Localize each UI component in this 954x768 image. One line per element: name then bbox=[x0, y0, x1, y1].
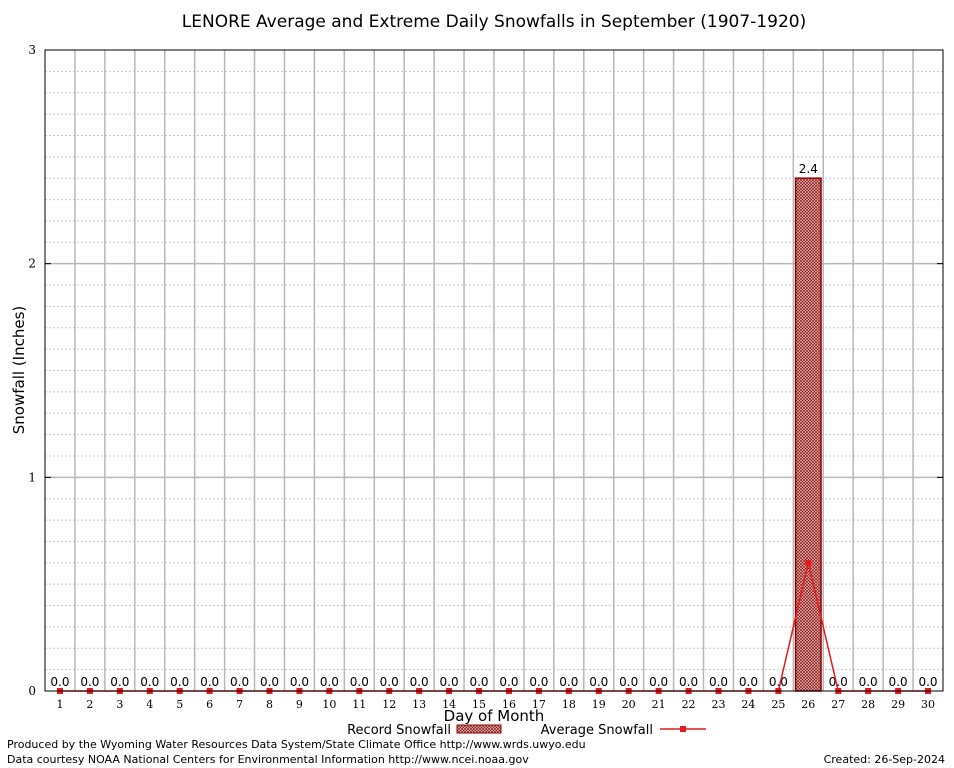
x-tick-label: 8 bbox=[266, 698, 273, 711]
bar-value-label: 0.0 bbox=[859, 675, 878, 689]
grid-lines bbox=[45, 50, 943, 691]
x-tick-label: 6 bbox=[206, 698, 213, 711]
x-tick-label: 23 bbox=[712, 698, 726, 711]
x-tick-label: 16 bbox=[502, 698, 516, 711]
bar-value-label: 0.0 bbox=[469, 675, 488, 689]
bar-value-label: 0.0 bbox=[200, 675, 219, 689]
legend-average-marker bbox=[680, 726, 686, 732]
x-tick-label: 12 bbox=[382, 698, 396, 711]
x-tick-label: 18 bbox=[562, 698, 576, 711]
legend-average-label: Average Snowfall bbox=[541, 723, 653, 738]
created-date: Created: 26-Sep-2024 bbox=[824, 753, 945, 766]
x-tick-label: 21 bbox=[652, 698, 666, 711]
x-tick-label: 7 bbox=[236, 698, 243, 711]
bar-value-label: 0.0 bbox=[769, 675, 788, 689]
bar-value-label: 0.0 bbox=[499, 675, 518, 689]
x-axis-label: Day of Month bbox=[444, 707, 545, 725]
bar-value-label: 0.0 bbox=[290, 675, 309, 689]
bar-value-label: 0.0 bbox=[140, 675, 159, 689]
x-tick-label: 17 bbox=[532, 698, 546, 711]
x-tick-label: 22 bbox=[682, 698, 696, 711]
bar-value-label: 0.0 bbox=[440, 675, 459, 689]
x-tick-label: 20 bbox=[622, 698, 636, 711]
y-tick-label: 1 bbox=[28, 470, 36, 484]
legend-record-swatch bbox=[456, 724, 502, 734]
y-tick-labels: 0 1 2 3 bbox=[28, 43, 943, 698]
record-bars bbox=[794, 177, 822, 692]
credit-line-2: Data courtesy NOAA National Centers for … bbox=[7, 753, 529, 766]
y-tick-label: 3 bbox=[28, 43, 36, 57]
x-tick-label: 29 bbox=[891, 698, 905, 711]
chart-title: LENORE Average and Extreme Daily Snowfal… bbox=[182, 12, 806, 32]
bar-value-label: 0.0 bbox=[170, 675, 189, 689]
bar-value-label: 0.0 bbox=[739, 675, 758, 689]
bar-value-label: 0.0 bbox=[918, 675, 937, 689]
x-tick-labels: 1 2 3 4 5 6 7 8 9 10 11 12 13 14 15 16 17 18 19 20 21 22 23 24 2… bbox=[56, 698, 935, 711]
bar-value-label: 0.0 bbox=[380, 675, 399, 689]
x-tick-label: 1 bbox=[56, 698, 63, 711]
bar-value-label: 0.0 bbox=[80, 675, 99, 689]
x-tick-label: 26 bbox=[801, 698, 815, 711]
x-tick-label: 5 bbox=[176, 698, 183, 711]
y-tick-label: 2 bbox=[28, 257, 36, 271]
x-tick-label: 13 bbox=[412, 698, 426, 711]
x-tick-label: 15 bbox=[472, 698, 486, 711]
bar-value-label: 0.0 bbox=[649, 675, 668, 689]
average-point bbox=[805, 559, 812, 566]
x-tick-label: 27 bbox=[831, 698, 845, 711]
x-tick-label: 9 bbox=[296, 698, 303, 711]
bar-value-label: 0.0 bbox=[50, 675, 69, 689]
x-tick-label: 10 bbox=[322, 698, 336, 711]
bar-value-label: 0.0 bbox=[260, 675, 279, 689]
bar-value-labels: 0.0 0.0 0.0 0.0 0.0 0.0 0.0 0.0 0.0 0.0 0.0 0.0 0.0 0… bbox=[50, 162, 937, 689]
bar-value-label: 0.0 bbox=[559, 675, 578, 689]
bar-value-label: 0.0 bbox=[709, 675, 728, 689]
legend-record-label: Record Snowfall bbox=[347, 723, 451, 738]
x-tick-label: 3 bbox=[116, 698, 123, 711]
bar-value-label: 0.0 bbox=[230, 675, 249, 689]
x-tick-label: 24 bbox=[741, 698, 755, 711]
bar-value-label: 0.0 bbox=[529, 675, 548, 689]
bar-value-label: 0.0 bbox=[110, 675, 129, 689]
bar-value-label: 0.0 bbox=[889, 675, 908, 689]
y-axis-label: Snowfall (Inches) bbox=[10, 306, 28, 434]
x-tick-label: 2 bbox=[86, 698, 93, 711]
bar-value-label: 0.0 bbox=[410, 675, 429, 689]
x-tick-label: 30 bbox=[921, 698, 935, 711]
bar-value-label: 0.0 bbox=[679, 675, 698, 689]
record-bar bbox=[794, 177, 822, 692]
plot-frame bbox=[44, 49, 944, 692]
x-tick-label: 19 bbox=[592, 698, 606, 711]
bar-value-label: 2.4 bbox=[799, 162, 818, 176]
x-tick-label: 4 bbox=[146, 698, 153, 711]
bar-value-label: 0.0 bbox=[320, 675, 339, 689]
x-tick-label: 28 bbox=[861, 698, 875, 711]
x-tick-label: 14 bbox=[442, 698, 456, 711]
bar-value-label: 0.0 bbox=[619, 675, 638, 689]
legend: Record Snowfall Average Snowfall bbox=[347, 723, 706, 738]
bar-value-label: 0.0 bbox=[589, 675, 608, 689]
x-tick-label: 11 bbox=[352, 698, 366, 711]
credit-line-1: Produced by the Wyoming Water Resources … bbox=[7, 738, 586, 751]
bar-value-label: 0.0 bbox=[350, 675, 369, 689]
x-tick-label: 25 bbox=[771, 698, 785, 711]
bar-value-label: 0.0 bbox=[829, 675, 848, 689]
y-tick-label: 0 bbox=[28, 684, 36, 698]
